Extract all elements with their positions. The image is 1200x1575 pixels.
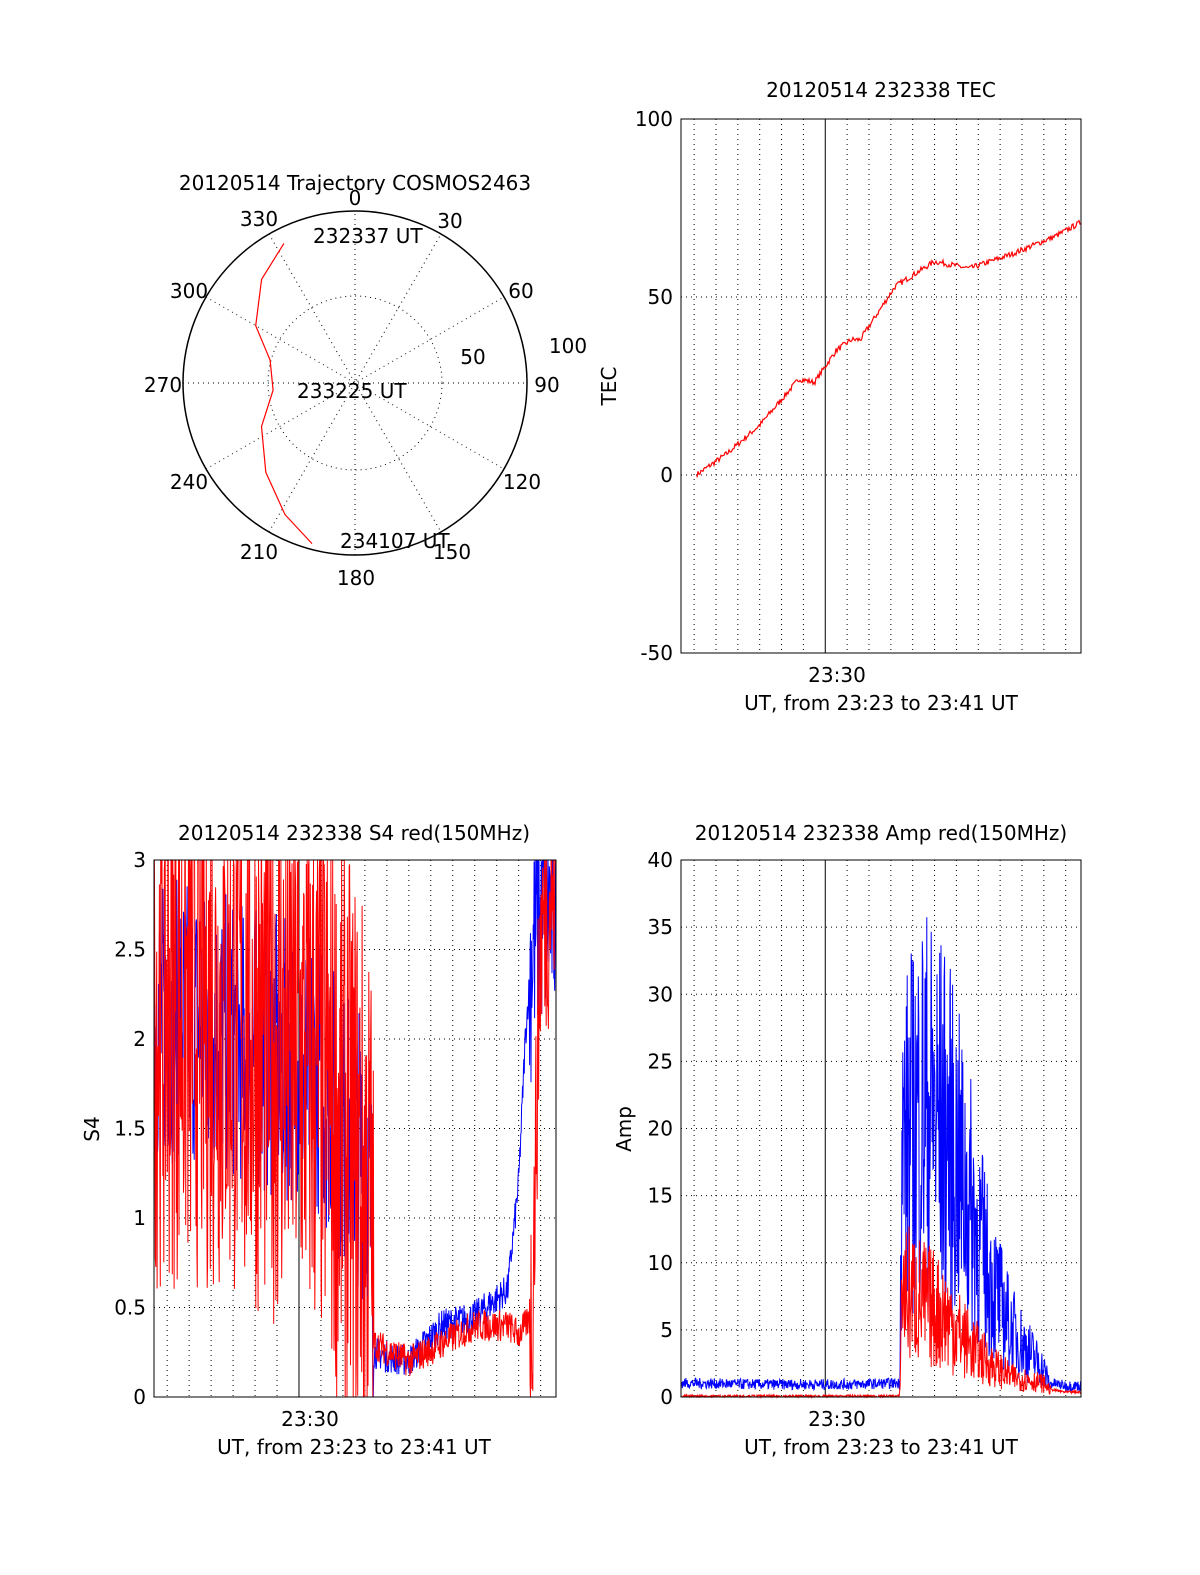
y-tick-label: 40	[648, 848, 673, 872]
azimuth-labels: 0 30 60 90 120 150 180 210 240 270 300 3…	[144, 186, 587, 590]
y-tick-label: 5	[660, 1318, 673, 1342]
y-tick-label: 30	[648, 982, 673, 1006]
s4-y-label: S4	[80, 1116, 104, 1141]
amp-grid	[681, 860, 1081, 1397]
tec-plot: 20120514 232338 TEC -50 0 50 100 23:30 UT, …	[597, 78, 1082, 715]
s4-x-label: UT, from 23:23 to 23:41 UT	[217, 1435, 492, 1459]
amp-series	[680, 917, 1082, 1399]
azimuth-label-30: 30	[437, 209, 462, 233]
s4-frame	[153, 859, 557, 1398]
s4-x-tick-2330: 23:30	[281, 1407, 339, 1431]
trajectory-title: 20120514 Trajectory COSMOS2463	[179, 171, 531, 195]
y-tick-label: 0	[660, 463, 673, 487]
azimuth-label-90: 90	[534, 373, 559, 397]
azimuth-label-240: 240	[170, 470, 208, 494]
y-tick-label: 15	[648, 1184, 673, 1208]
tec-title: 20120514 232338 TEC	[766, 78, 996, 102]
tec-y-label: TEC	[597, 367, 621, 407]
y-tick-label: 1	[133, 1206, 146, 1230]
series-line-0	[696, 219, 1082, 478]
y-tick-label: 100	[635, 107, 673, 131]
elevation-ring-50	[267, 295, 443, 471]
amp-plot: 20120514 232338 Amp red(150MHz) 0 5 10 15 20…	[612, 821, 1082, 1459]
y-tick-label: 10	[648, 1251, 673, 1275]
amp-x-tick-2330: 23:30	[808, 1407, 866, 1431]
y-tick-label: -50	[640, 641, 673, 665]
tec-grid	[681, 119, 1081, 653]
satellite-trajectory-line	[255, 243, 313, 545]
trajectory-polar-plot: 20120514 Trajectory COSMOS2463 0 30 60 9…	[144, 171, 587, 590]
trajectory-mid-label: 233225 UT	[297, 379, 407, 403]
y-tick-label: 0.5	[114, 1296, 146, 1320]
amp-y-ticks: 0 5 10 15 20 25 30 35 40	[648, 848, 673, 1409]
y-tick-label: 0	[660, 1385, 673, 1409]
azimuth-label-180: 180	[337, 566, 375, 590]
y-tick-label: 20	[648, 1117, 673, 1141]
tec-y-ticks: -50 0 50 100	[635, 107, 673, 665]
s4-series	[153, 859, 557, 1398]
amp-y-label: Amp	[612, 1106, 636, 1152]
y-tick-label: 2	[133, 1027, 146, 1051]
amp-frame	[680, 859, 1082, 1398]
y-tick-label: 25	[648, 1049, 673, 1073]
azimuth-label-210: 210	[240, 540, 278, 564]
y-tick-label: 2.5	[114, 938, 146, 962]
s4-y-ticks: 0 0.5 1 1.5 2 2.5 3	[114, 848, 146, 1409]
azimuth-label-0: 0	[349, 186, 362, 210]
radial-label-100: 100	[549, 334, 587, 358]
y-tick-label: 1.5	[114, 1117, 146, 1141]
y-tick-label: 0	[133, 1385, 146, 1409]
series-line-1	[153, 859, 557, 1398]
azimuth-label-150: 150	[433, 540, 471, 564]
tec-x-label: UT, from 23:23 to 23:41 UT	[744, 691, 1019, 715]
y-tick-label: 3	[133, 848, 146, 872]
amp-title: 20120514 232338 Amp red(150MHz)	[695, 821, 1067, 845]
tec-x-tick-2330: 23:30	[808, 663, 866, 687]
s4-plot: 20120514 232338 S4 red(150MHz) 0 0.5 1 1.5 2…	[80, 821, 557, 1459]
azimuth-label-300: 300	[170, 279, 208, 303]
azimuth-label-330: 330	[240, 207, 278, 231]
tec-series	[696, 219, 1082, 478]
radial-label-50: 50	[460, 345, 485, 369]
amp-x-label: UT, from 23:23 to 23:41 UT	[744, 1435, 1019, 1459]
trajectory-end-label: 234107 UT	[340, 529, 450, 553]
tec-frame	[680, 118, 1082, 654]
trajectory-start-label: 232337 UT	[313, 224, 423, 248]
y-tick-label: 50	[648, 285, 673, 309]
series-line-0	[680, 917, 1082, 1392]
azimuth-label-60: 60	[508, 279, 533, 303]
azimuth-label-120: 120	[503, 470, 541, 494]
y-tick-label: 35	[648, 915, 673, 939]
azimuth-label-270: 270	[144, 373, 182, 397]
s4-title: 20120514 232338 S4 red(150MHz)	[178, 821, 530, 845]
